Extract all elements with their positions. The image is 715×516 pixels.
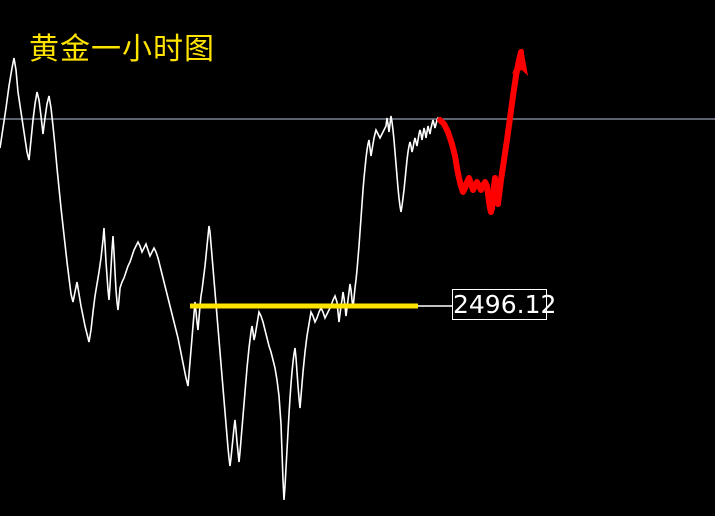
page-title: 黄金一小时图 bbox=[29, 32, 215, 67]
price-label-badge: 2496.12 bbox=[452, 289, 557, 320]
price-history-line bbox=[0, 57, 441, 501]
forecast-arrow-head-icon bbox=[512, 48, 528, 76]
forecast-projection-line bbox=[437, 49, 524, 215]
